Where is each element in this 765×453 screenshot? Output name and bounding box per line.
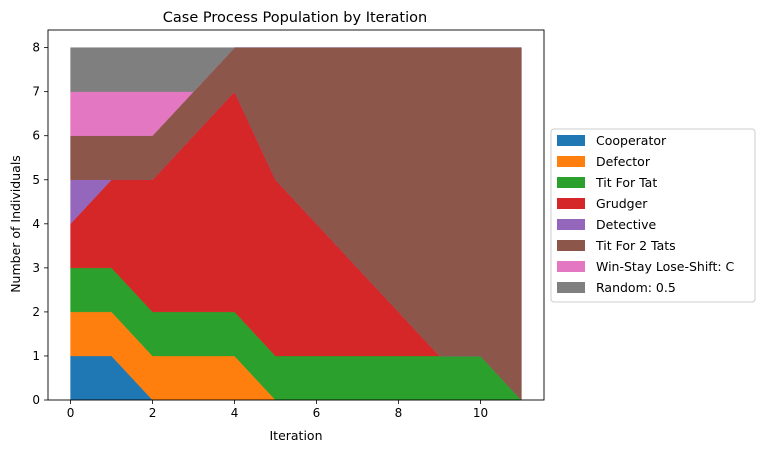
y-tick-label: 5: [32, 173, 40, 187]
y-axis-ticks: 0 1 2 3 4 5 6 7 8: [32, 41, 48, 407]
y-tick-label: 1: [32, 349, 40, 363]
legend-swatch-random-0-5: [557, 282, 585, 293]
y-tick-label: 6: [32, 129, 40, 143]
x-tick-label: 8: [395, 406, 403, 420]
plot-frame: [47, 29, 545, 401]
legend-swatch-tit-for-2-tats: [557, 240, 585, 251]
legend-swatch-defector: [557, 156, 585, 167]
legend-label-tit-for-tat: Tit For Tat: [595, 175, 657, 190]
y-tick-label: 0: [32, 393, 40, 407]
legend-swatch-cooperator: [557, 135, 585, 146]
x-tick-label: 10: [473, 406, 488, 420]
y-tick-label: 7: [32, 85, 40, 99]
legend-swatch-tit-for-tat: [557, 177, 585, 188]
x-axis-ticks: 0 2 4 6 8 10: [67, 400, 488, 420]
x-tick-label: 2: [149, 406, 157, 420]
legend-swatch-win-stay-lose-shift-c: [557, 261, 585, 272]
legend-label-grudger: Grudger: [596, 196, 648, 211]
area-random-0-5: [70, 47, 522, 92]
y-tick-label: 4: [32, 217, 40, 231]
x-tick-label: 4: [231, 406, 239, 420]
y-tick-label: 3: [32, 261, 40, 275]
legend-label-random-0-5: Random: 0.5: [596, 280, 676, 295]
legend-label-win-stay-lose-shift-c: Win-Stay Lose-Shift: C: [596, 259, 735, 274]
legend-frame: [550, 128, 756, 303]
legend-label-tit-for-2-tats: Tit For 2 Tats: [595, 238, 676, 253]
legend-label-detective: Detective: [596, 217, 657, 232]
area-layers: [70, 47, 522, 401]
x-tick-label: 0: [67, 406, 75, 420]
legend-label-cooperator: Cooperator: [596, 133, 667, 148]
x-tick-label: 6: [313, 406, 321, 420]
legend-swatch-detective: [557, 219, 585, 230]
legend-label-defector: Defector: [596, 154, 651, 169]
y-tick-label: 8: [32, 41, 40, 55]
y-axis-label: Number of Individuals: [8, 155, 23, 293]
legend-swatch-grudger: [557, 198, 585, 209]
chart-title: Case Process Population by Iteration: [163, 10, 427, 26]
legend: Cooperator Defector Tit For Tat Grudger Dete…: [550, 128, 756, 303]
x-axis-label: Iteration: [269, 428, 322, 443]
y-tick-label: 2: [32, 305, 40, 319]
